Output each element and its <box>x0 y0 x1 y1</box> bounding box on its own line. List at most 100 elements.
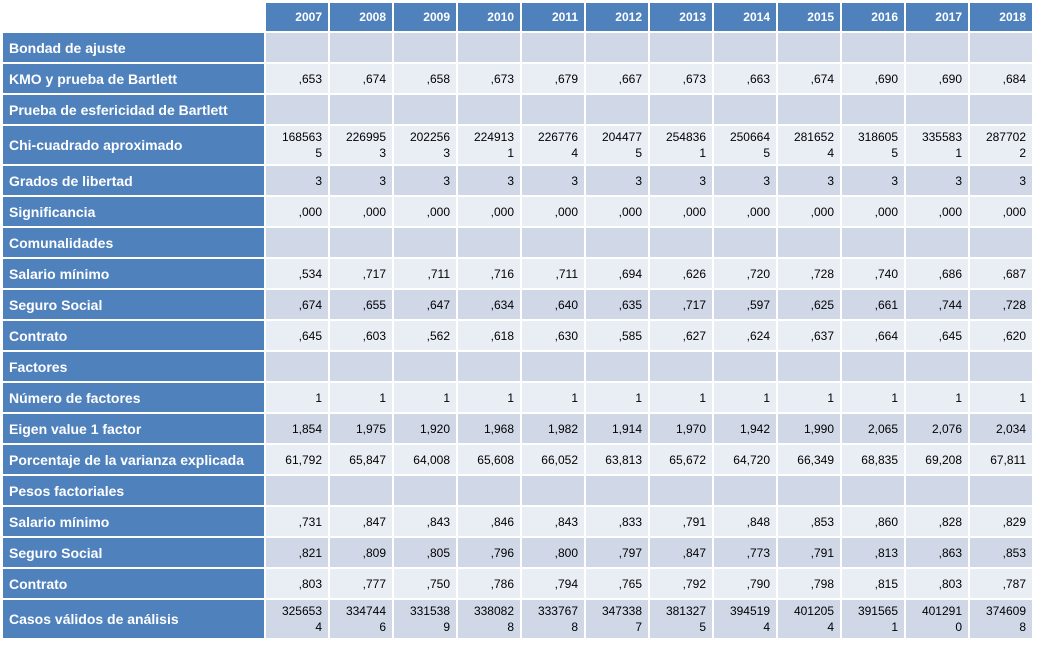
year-header: 2014 <box>714 3 776 31</box>
table-cell: ,000 <box>394 197 456 226</box>
table-cell: 1,975 <box>330 414 392 443</box>
table-cell: 1 <box>842 383 904 412</box>
table-cell: ,843 <box>394 507 456 536</box>
table-cell: ,637 <box>778 321 840 350</box>
table-row: Contrato ,803,777,750,786,794,765,792,790… <box>3 569 1032 598</box>
table-cell: 335583 1 <box>906 126 968 164</box>
header-row: 2007 2008 2009 2010 2011 2012 2013 2014 2015 2016… <box>3 3 1032 31</box>
table-cell <box>970 95 1032 124</box>
table-cell: ,829 <box>970 507 1032 536</box>
row-label: Porcentaje de la varianza explicada <box>3 445 264 474</box>
table-cell: ,658 <box>394 64 456 93</box>
table-cell <box>394 352 456 381</box>
table-cell: ,674 <box>266 290 328 319</box>
table-cell <box>842 352 904 381</box>
table-cell: ,711 <box>394 259 456 288</box>
table-cell <box>586 476 648 505</box>
table-cell: ,647 <box>394 290 456 319</box>
table-cell <box>778 95 840 124</box>
table-cell: ,728 <box>970 290 1032 319</box>
table-cell: ,803 <box>266 569 328 598</box>
table-cell <box>906 228 968 257</box>
table-cell: 3 <box>330 166 392 195</box>
table-cell: 226995 3 <box>330 126 392 164</box>
table-cell: 1,854 <box>266 414 328 443</box>
table-cell <box>394 476 456 505</box>
row-label: KMO y prueba de Bartlett <box>3 64 264 93</box>
table-cell: ,765 <box>586 569 648 598</box>
table-cell: ,853 <box>778 507 840 536</box>
row-label: Seguro Social <box>3 290 264 319</box>
year-header: 2011 <box>522 3 584 31</box>
table-cell: 202256 3 <box>394 126 456 164</box>
table-cell: 3 <box>650 166 712 195</box>
table-cell: 3 <box>394 166 456 195</box>
table-row: KMO y prueba de Bartlett ,653,674,658,673… <box>3 64 1032 93</box>
table-row: Significancia ,000,000,000,000,000,000,00… <box>3 197 1032 226</box>
table-cell: 1 <box>522 383 584 412</box>
table-cell <box>842 228 904 257</box>
table-cell <box>458 476 520 505</box>
table-cell <box>970 33 1032 62</box>
table-cell <box>458 228 520 257</box>
table-row: Eigen value 1 factor 1,854 1,975 1,920 1,968… <box>3 414 1032 443</box>
table-cell: ,716 <box>458 259 520 288</box>
table-cell <box>650 476 712 505</box>
table-cell <box>586 352 648 381</box>
table-cell <box>266 33 328 62</box>
table-cell: 1 <box>266 383 328 412</box>
table-cell: 1 <box>586 383 648 412</box>
table-cell: 1 <box>714 383 776 412</box>
table-cell: 381327 5 <box>650 600 712 638</box>
table-cell: 1 <box>394 383 456 412</box>
table-cell: ,717 <box>650 290 712 319</box>
row-label: Seguro Social <box>3 538 264 567</box>
table-cell: ,821 <box>266 538 328 567</box>
table-cell: ,728 <box>778 259 840 288</box>
table-cell: ,534 <box>266 259 328 288</box>
table-cell: ,846 <box>458 507 520 536</box>
table-cell: ,791 <box>650 507 712 536</box>
table-cell: ,627 <box>650 321 712 350</box>
table-row: Grados de libertad 3 3 3 3 3 3 3 3 3 3 3 3 <box>3 166 1032 195</box>
table-cell <box>330 352 392 381</box>
table-cell: ,000 <box>906 197 968 226</box>
table-cell: ,585 <box>586 321 648 350</box>
table-cell: ,805 <box>394 538 456 567</box>
table-cell: ,597 <box>714 290 776 319</box>
table-row: Chi-cuadrado aproximado 168563 5 226995 3 202… <box>3 126 1032 164</box>
table-cell: 401205 4 <box>778 600 840 638</box>
table-cell: ,809 <box>330 538 392 567</box>
table-cell: ,645 <box>906 321 968 350</box>
table-cell: ,786 <box>458 569 520 598</box>
table-cell <box>650 352 712 381</box>
table-cell: ,630 <box>522 321 584 350</box>
year-header: 2007 <box>266 3 328 31</box>
year-header: 2018 <box>970 3 1032 31</box>
year-header: 2012 <box>586 3 648 31</box>
table-cell: 338082 8 <box>458 600 520 638</box>
table-cell: 1,920 <box>394 414 456 443</box>
table-cell: ,853 <box>970 538 1032 567</box>
table-cell <box>906 476 968 505</box>
row-label: Factores <box>3 352 264 381</box>
table-cell: 68,835 <box>842 445 904 474</box>
year-header: 2010 <box>458 3 520 31</box>
table-cell: ,661 <box>842 290 904 319</box>
table-cell: 64,008 <box>394 445 456 474</box>
table-cell: 331538 9 <box>394 600 456 638</box>
row-label: Número de factores <box>3 383 264 412</box>
table-cell: 3 <box>522 166 584 195</box>
table-cell: 318605 5 <box>842 126 904 164</box>
table-cell: 333767 8 <box>522 600 584 638</box>
table-cell: ,000 <box>650 197 712 226</box>
table-cell: 394519 4 <box>714 600 776 638</box>
table-cell: 3 <box>842 166 904 195</box>
table-cell: 1,968 <box>458 414 520 443</box>
table-cell: 65,672 <box>650 445 712 474</box>
row-label: Bondad de ajuste <box>3 33 264 62</box>
table-cell: 3 <box>778 166 840 195</box>
table-cell: 65,847 <box>330 445 392 474</box>
table-cell <box>778 33 840 62</box>
table-cell: 1 <box>906 383 968 412</box>
